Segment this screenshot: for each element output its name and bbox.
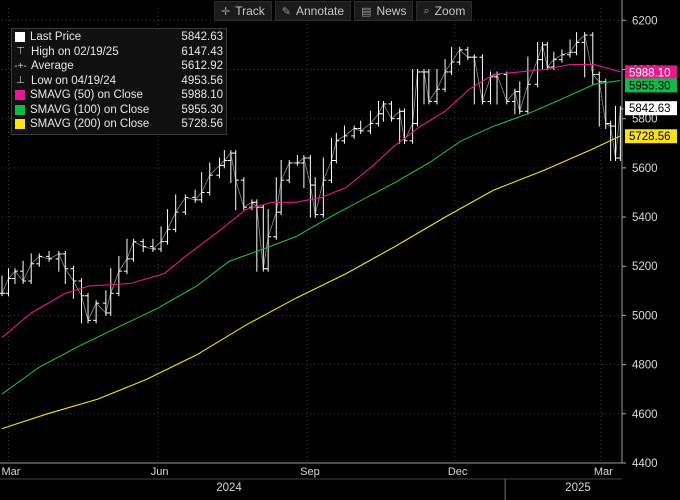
- y-tick-label: 4800: [632, 360, 658, 372]
- chart-legend: Last Price 5842.63 ⊤ High on 02/19/25 61…: [11, 28, 227, 135]
- legend-marker: [15, 32, 25, 43]
- legend-smavg-50[interactable]: SMAVG (50) on Close 5988.10: [15, 88, 223, 103]
- legend-value: 5842.63: [181, 31, 223, 44]
- legend-marker: [15, 104, 25, 115]
- x-tick-label: Dec: [448, 466, 468, 478]
- legend-smavg-200[interactable]: SMAVG (200) on Close 5728.56: [15, 117, 223, 132]
- x-tick-label: Mar: [1, 466, 20, 478]
- legend-value: 6147.43: [181, 45, 223, 58]
- price-tag-label: 5955.30: [629, 80, 671, 92]
- legend-value: 5728.56: [181, 118, 223, 131]
- legend-high[interactable]: ⊤ High on 02/19/25 6147.43: [15, 45, 223, 60]
- y-tick-label: 5800: [632, 114, 658, 126]
- x-tick-label: Jun: [151, 466, 169, 478]
- price-tag: 5842.63: [625, 101, 677, 116]
- chart-toolbar: ✛ Track ✎ Annotate ▤ News ⌕ Zoom: [214, 1, 473, 21]
- y-tick-label: 6200: [632, 15, 658, 27]
- price-tag-label: 5988.10: [629, 67, 671, 79]
- legend-value: 5955.30: [181, 103, 223, 116]
- legend-value: 5612.92: [181, 60, 223, 73]
- y-tick-label: 5600: [632, 163, 658, 175]
- y-tick-label: 5000: [632, 310, 658, 322]
- news-label: News: [376, 4, 407, 18]
- legend-marker: ⊤: [16, 46, 25, 58]
- price-tag-label: 5728.56: [629, 131, 671, 143]
- series-smavg-200-on-close: [1, 135, 621, 430]
- legend-marker: -+-: [14, 60, 27, 72]
- price-tag-box: [625, 129, 677, 144]
- magnifier-icon: ⌕: [423, 4, 430, 17]
- crosshair-icon: ✛: [221, 5, 231, 18]
- x-tick-label: Sep: [300, 466, 320, 478]
- series-layer: [0, 32, 624, 430]
- series-line: [1, 135, 621, 430]
- legend-average[interactable]: -+- Average 5612.92: [14, 59, 223, 74]
- legend-smavg-100[interactable]: SMAVG (100) on Close 5955.30: [15, 103, 223, 118]
- axis-layer: 4400460048005000520054005600580060006200…: [0, 0, 658, 500]
- legend-label: Average: [31, 60, 74, 73]
- legend-marker: ⊥: [16, 75, 25, 87]
- series-line: [1, 64, 621, 339]
- y-tick-label: 4400: [632, 458, 658, 470]
- legend-marker: [15, 90, 25, 101]
- legend-label: High on 02/19/25: [31, 45, 119, 58]
- legend-marker: [15, 119, 25, 130]
- price-tag-box: [625, 65, 677, 80]
- y-tick-label: 4600: [632, 409, 658, 421]
- legend-value: 5988.10: [181, 89, 223, 102]
- legend-last-price[interactable]: Last Price 5842.63: [15, 30, 223, 45]
- series-smavg-100-on-close: [1, 80, 621, 395]
- pencil-icon: ✎: [281, 5, 291, 18]
- series-smavg-50-on-close: [1, 64, 621, 339]
- zoom-button[interactable]: ⌕ Zoom: [416, 1, 473, 21]
- x-tick-label: Mar: [594, 466, 613, 478]
- series-line: [1, 80, 621, 395]
- legend-label: SMAVG (100) on Close: [30, 103, 150, 116]
- year-label: 2025: [565, 482, 591, 494]
- price-tag-label: 5842.63: [629, 103, 671, 115]
- news-button[interactable]: ▤ News: [354, 1, 414, 21]
- news-icon: ▤: [361, 5, 372, 18]
- legend-label: Low on 04/19/24: [31, 74, 117, 87]
- legend-label: SMAVG (200) on Close: [30, 118, 150, 131]
- price-tag: 5988.10: [625, 65, 677, 80]
- y-tick-label: 5200: [632, 261, 658, 273]
- price-tag: 5955.30: [625, 78, 677, 93]
- price-tag-box: [625, 101, 677, 116]
- legend-value: 4953.56: [181, 74, 223, 87]
- y-tick-label: 5400: [632, 212, 658, 224]
- year-label: 2024: [216, 482, 242, 494]
- legend-low[interactable]: ⊥ Low on 04/19/24 4953.56: [15, 74, 223, 89]
- zoom-label: Zoom: [434, 4, 466, 18]
- price-tag: 5728.56: [625, 129, 677, 144]
- series-last-price: [0, 32, 624, 324]
- track-label: Track: [235, 4, 265, 18]
- price-tag-box: [625, 78, 677, 93]
- legend-label: Last Price: [30, 31, 82, 44]
- legend-label: SMAVG (50) on Close: [30, 89, 143, 102]
- annotate-button[interactable]: ✎ Annotate: [274, 1, 352, 21]
- annotate-label: Annotate: [296, 4, 345, 18]
